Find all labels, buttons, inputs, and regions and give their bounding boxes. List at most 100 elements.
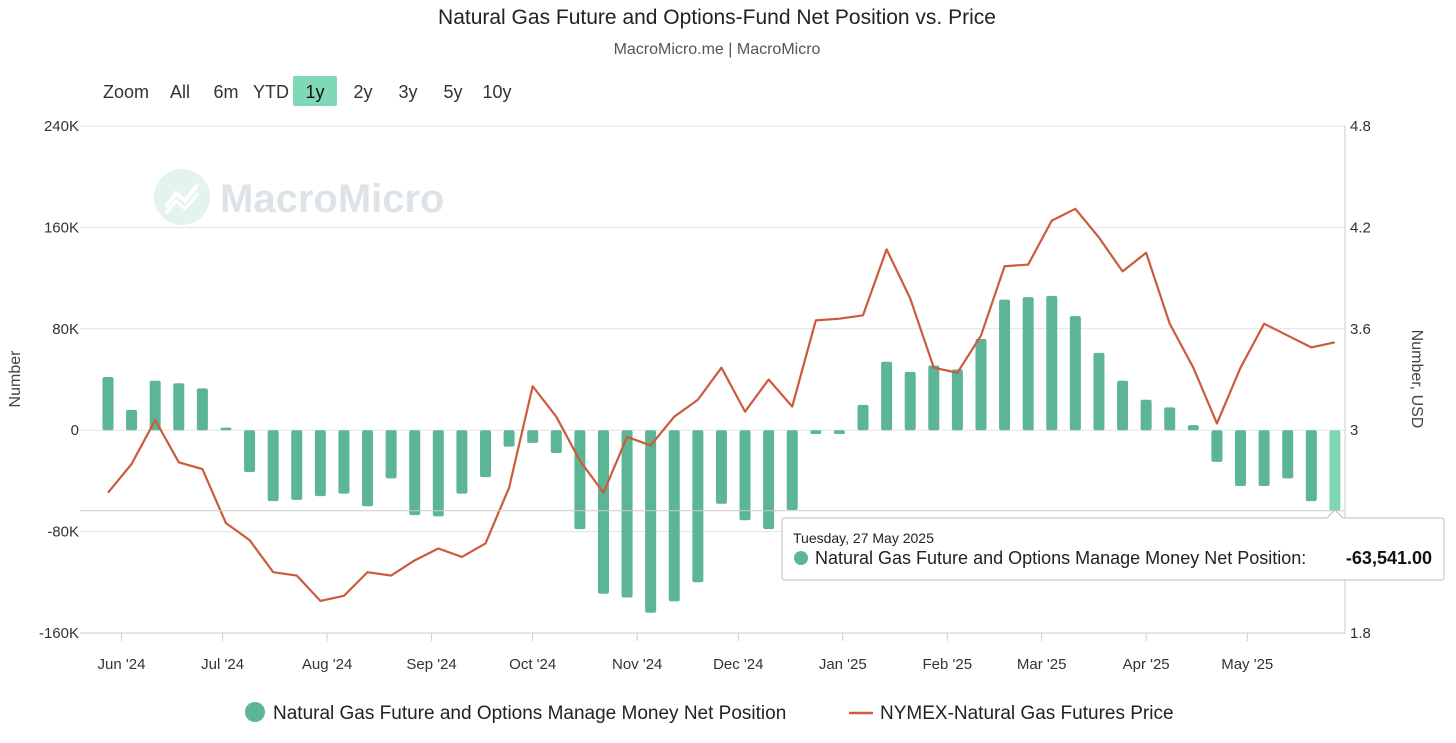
bar[interactable] (149, 380, 161, 431)
range-button-6m[interactable]: 6m (213, 82, 238, 102)
bar[interactable] (1164, 407, 1176, 431)
range-button-3y[interactable]: 3y (398, 82, 417, 102)
range-button-1y[interactable]: 1y (293, 76, 337, 106)
bar[interactable] (314, 430, 326, 497)
tooltip: Tuesday, 27 May 2025 Natural Gas Future … (781, 509, 1445, 581)
bar[interactable] (1305, 430, 1317, 502)
bar[interactable] (715, 430, 727, 504)
x-tick-label: Jun '24 (98, 656, 146, 673)
tooltip-value: -63,541.00 (1346, 548, 1432, 568)
line-series (107, 207, 1336, 602)
x-tick-label: Dec '24 (713, 656, 763, 673)
bar[interactable] (432, 430, 444, 517)
bar[interactable] (456, 430, 468, 494)
price-line[interactable] (107, 207, 1336, 602)
x-tick-label: Jul '24 (201, 656, 244, 673)
bar[interactable] (503, 430, 515, 447)
bar[interactable] (1069, 316, 1081, 431)
x-tick-label: Sep '24 (406, 656, 456, 673)
right-tick-label: 3 (1350, 422, 1358, 439)
bar[interactable] (291, 430, 303, 500)
left-tick-label: 240K (44, 118, 79, 135)
x-tick-label: Apr '25 (1123, 656, 1170, 673)
range-button-label: 5y (443, 82, 462, 102)
bar[interactable] (857, 404, 869, 431)
bar[interactable] (1282, 430, 1294, 479)
watermark-text: MacroMicro (220, 177, 445, 221)
bar[interactable] (362, 430, 374, 507)
bar[interactable] (668, 430, 680, 602)
legend-label-net-position: Natural Gas Future and Options Manage Mo… (273, 703, 786, 724)
tooltip-box (781, 509, 1445, 581)
x-tick-label: May '25 (1221, 656, 1273, 673)
range-button-bg (293, 76, 337, 106)
left-tick-label: -160K (39, 625, 79, 642)
bar[interactable] (126, 409, 138, 431)
range-selector: Zoom All 6m YTD 1y 2y 3y 5y 10y (103, 76, 512, 106)
bar[interactable] (1022, 297, 1034, 431)
bar[interactable] (786, 430, 798, 511)
legend-label-price: NYMEX-Natural Gas Futures Price (880, 703, 1174, 724)
bar[interactable] (951, 369, 963, 431)
bar[interactable] (196, 388, 208, 431)
bar[interactable] (692, 430, 704, 583)
bar[interactable] (1093, 352, 1105, 431)
bar[interactable] (220, 427, 232, 431)
bar[interactable] (621, 430, 633, 598)
range-button-label: 10y (482, 82, 511, 102)
bar[interactable] (1187, 425, 1199, 431)
range-button-ytd[interactable]: YTD (253, 82, 289, 102)
bar[interactable] (480, 430, 492, 478)
left-tick-label: 0 (71, 422, 79, 439)
bar[interactable] (550, 430, 562, 454)
bar[interactable] (385, 430, 397, 479)
bar[interactable] (574, 430, 586, 530)
bar[interactable] (527, 430, 539, 443)
bar[interactable] (904, 371, 916, 431)
bar[interactable] (597, 430, 609, 594)
bar[interactable] (1117, 380, 1129, 431)
bar[interactable] (833, 430, 845, 435)
range-button-5y[interactable]: 5y (443, 82, 462, 102)
bar[interactable] (1211, 430, 1223, 462)
bar[interactable] (975, 338, 987, 431)
range-button-label: 3y (398, 82, 417, 102)
bar[interactable] (1140, 399, 1152, 431)
x-axis-ticks: Jun '24 Jul '24 Aug '24 Sep '24 Oct '24 Nov '… (98, 633, 1273, 673)
bar[interactable] (645, 430, 657, 613)
right-axis-ticks: 4.8 4.2 3.6 3 1.8 (1350, 118, 1371, 642)
zoom-label: Zoom (103, 82, 149, 102)
bar[interactable] (881, 361, 893, 431)
bar[interactable] (1329, 430, 1341, 511)
legend-item-price[interactable]: NYMEX-Natural Gas Futures Price (849, 703, 1174, 724)
bar[interactable] (409, 430, 421, 516)
x-tick-label: Feb '25 (922, 656, 972, 673)
bar[interactable] (810, 430, 822, 435)
bar[interactable] (999, 299, 1011, 431)
left-tick-label: 160K (44, 219, 79, 236)
bar[interactable] (928, 365, 940, 431)
range-button-10y[interactable]: 10y (482, 82, 511, 102)
bar[interactable] (173, 383, 185, 431)
bar[interactable] (739, 430, 751, 521)
chart-subtitle: MacroMicro.me | MacroMicro (614, 41, 821, 58)
x-tick-label: Mar '25 (1017, 656, 1067, 673)
range-button-label: YTD (253, 82, 289, 102)
range-button-2y[interactable]: 2y (353, 82, 372, 102)
right-tick-label: 4.2 (1350, 219, 1371, 236)
range-button-all[interactable]: All (170, 82, 190, 102)
legend-marker-bar (245, 702, 265, 722)
bar[interactable] (763, 430, 775, 530)
left-axis-title: Number (7, 350, 24, 408)
x-tick-label: Aug '24 (302, 656, 352, 673)
bar[interactable] (338, 430, 350, 494)
x-tick-label: Oct '24 (509, 656, 556, 673)
bar[interactable] (244, 430, 256, 473)
bar[interactable] (267, 430, 279, 502)
legend-item-net-position[interactable]: Natural Gas Future and Options Manage Mo… (245, 702, 786, 724)
bar[interactable] (102, 376, 114, 431)
legend: Natural Gas Future and Options Manage Mo… (245, 702, 1174, 724)
bar[interactable] (1235, 430, 1247, 486)
bar[interactable] (1046, 295, 1058, 431)
bar[interactable] (1258, 430, 1270, 486)
